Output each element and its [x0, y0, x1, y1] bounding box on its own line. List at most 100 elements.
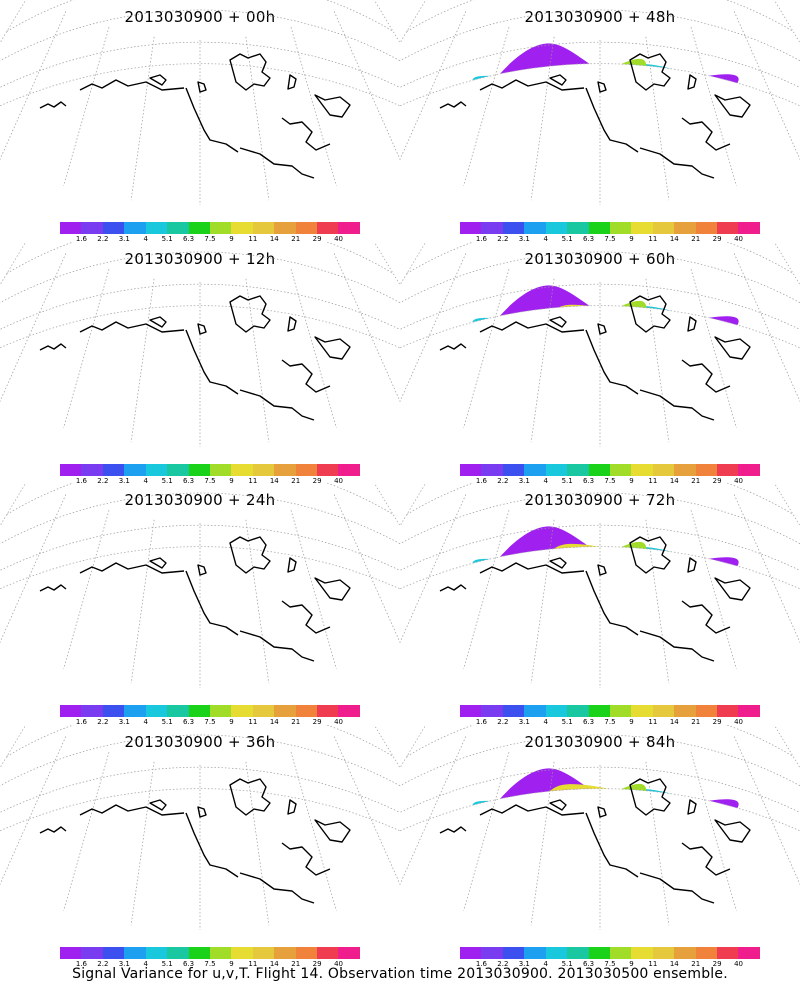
colorbar-tick-label: 4: [143, 960, 148, 968]
colorbar-tick-label: 3.1: [518, 718, 530, 726]
contour-fill: [145, 377, 190, 411]
colorbar-swatch: [631, 947, 653, 959]
colorbar: [60, 464, 360, 476]
colorbar-tick-label: 11: [248, 477, 258, 485]
graticule: [0, 0, 400, 205]
colorbar-swatch: [502, 222, 525, 234]
colorbar-tick-label: 14: [269, 235, 279, 243]
colorbar-tick-label: 1.6: [475, 477, 487, 485]
colorbar-tick-label: 40: [334, 477, 344, 485]
colorbar-swatch: [695, 464, 718, 476]
colorbar-tick-label: 21: [291, 960, 301, 968]
variance-field: [57, 802, 333, 860]
colorbar-swatch: [274, 947, 296, 959]
colorbar-swatch: [695, 947, 718, 959]
colorbar-swatch: [145, 705, 168, 717]
colorbar-swatch: [295, 705, 318, 717]
colorbar-tick-label: 40: [734, 718, 744, 726]
colorbar-tick-label: 4: [143, 718, 148, 726]
graticule: [0, 725, 400, 930]
colorbar-tick-label: 5.1: [161, 235, 173, 243]
colorbar-tick-label: 40: [734, 235, 744, 243]
colorbar-swatch: [102, 222, 125, 234]
colorbar-tick-label: 4: [543, 235, 548, 243]
colorbar-swatch: [124, 705, 146, 717]
colorbar-swatch: [674, 222, 696, 234]
contour-fill: [499, 64, 681, 135]
colorbar-swatch: [102, 947, 125, 959]
colorbar-tick-label: 2.2: [497, 718, 509, 726]
colorbar-swatch: [252, 464, 275, 476]
colorbar-swatch: [60, 222, 82, 234]
colorbar-tick-label: 1.6: [75, 718, 87, 726]
colorbar-swatch: [524, 464, 546, 476]
colorbar-swatch: [274, 464, 296, 476]
colorbar-tick-label: 21: [291, 718, 301, 726]
colorbar-labels: 1.6 2.2 3.1 4 5.1 6.3 7.5 9 11 14 21 29 40: [60, 718, 360, 728]
contour-fill: [115, 349, 146, 371]
contour-fill: [506, 844, 596, 860]
graticule: [0, 242, 400, 447]
colorbar-tick-label: 14: [269, 960, 279, 968]
colorbar-tick-label: 6.3: [182, 235, 195, 243]
colorbar-tick-label: 21: [691, 960, 701, 968]
colorbar-tick-label: 1.6: [475, 718, 487, 726]
colorbar-tick-label: 9: [229, 960, 234, 968]
colorbar-swatch: [717, 222, 739, 234]
colorbar-tick-label: 29: [312, 477, 322, 485]
colorbar-swatch: [631, 464, 653, 476]
colorbar-swatch: [60, 947, 82, 959]
colorbar-tick-label: 29: [312, 960, 322, 968]
colorbar-labels: 1.6 2.2 3.1 4 5.1 6.3 7.5 9 11 14 21 29 40: [460, 960, 760, 970]
colorbar-tick-label: 4: [543, 718, 548, 726]
colorbar-tick-label: 40: [734, 477, 744, 485]
colorbar-tick-label: 3.1: [518, 477, 530, 485]
colorbar-swatch: [588, 705, 610, 717]
colorbar-tick-label: 1.6: [475, 235, 487, 243]
contour-fill: [460, 526, 743, 618]
colorbar-tick-label: 5.1: [561, 960, 573, 968]
contour-fill: [486, 783, 729, 860]
graticule: [0, 483, 400, 688]
colorbar-swatch: [167, 222, 189, 234]
colorbar-swatch: [295, 222, 318, 234]
colorbar-tick-label: 14: [269, 718, 279, 726]
colorbar-swatch: [60, 705, 82, 717]
colorbar-swatch: [188, 222, 210, 234]
colorbar-tick-label: 29: [712, 477, 722, 485]
colorbar-tick-label: 3.1: [118, 718, 130, 726]
panel-title: 2013030900 + 36h: [124, 733, 276, 751]
colorbar-labels: 1.6 2.2 3.1 4 5.1 6.3 7.5 9 11 14 21 29 40: [460, 477, 760, 487]
map-panel: 2013030900 + 12h 1.6 2.2 3.1 4 5.1 6.3 7.5 9 11 14…: [0, 242, 400, 485]
colorbar-tick-label: 2.2: [97, 960, 109, 968]
colorbar-swatch: [145, 947, 168, 959]
colorbar-swatch: [460, 947, 482, 959]
colorbar-tick-label: 1.6: [75, 235, 87, 243]
map-panel: 2013030900 + 60h 1.6 2.2 3.1 4 5.1 6.3 7.5 9 11 14…: [400, 242, 800, 485]
colorbar-swatch: [188, 947, 210, 959]
colorbar-swatch: [231, 947, 253, 959]
variance-field: [460, 526, 744, 618]
panel-title: 2013030900 + 48h: [524, 8, 676, 26]
contour-fill: [241, 116, 291, 135]
polar-map: [400, 483, 800, 688]
colorbar-tick-label: 6.3: [582, 477, 595, 485]
colorbar-swatch: [145, 222, 168, 234]
variance-field: [150, 78, 291, 135]
colorbar-tick-label: 7.5: [604, 235, 616, 243]
colorbar-swatch: [231, 222, 253, 234]
colorbar-swatch: [81, 222, 103, 234]
colorbar-tick-label: 11: [648, 235, 658, 243]
colorbar-tick-label: 9: [229, 477, 234, 485]
contour-fill: [113, 588, 150, 614]
polar-map: [400, 0, 800, 205]
colorbar: [460, 947, 760, 959]
colorbar-tick-label: 1.6: [75, 477, 87, 485]
contour-fill: [270, 567, 325, 607]
colorbar: [460, 464, 760, 476]
colorbar-tick-label: 1.6: [475, 960, 487, 968]
colorbar-swatch: [652, 222, 675, 234]
contour-fill: [242, 601, 256, 613]
colorbar-swatch: [674, 947, 696, 959]
contour-fill: [242, 843, 256, 855]
